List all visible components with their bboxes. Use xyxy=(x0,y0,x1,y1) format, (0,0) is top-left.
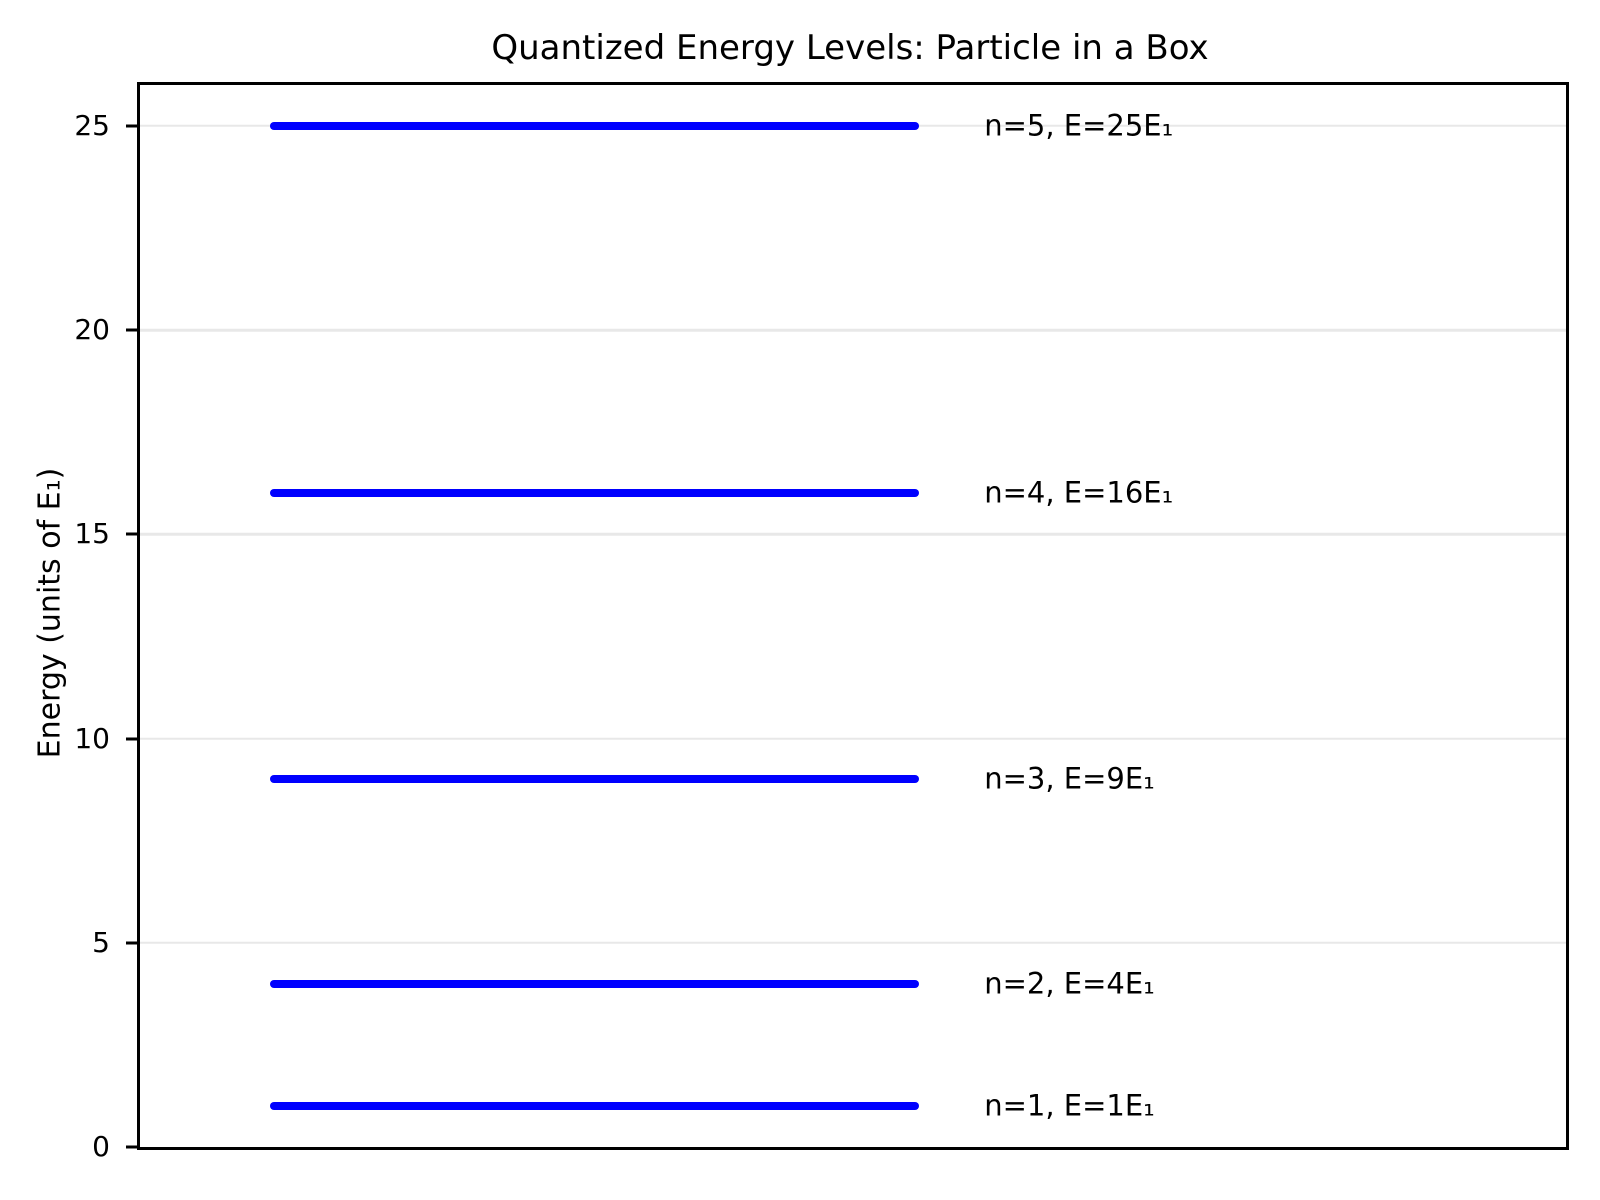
chart-title: Quantized Energy Levels: Particle in a B… xyxy=(491,28,1209,68)
energy-level-line xyxy=(269,979,919,988)
energy-level-line xyxy=(269,121,919,130)
y-tick-mark xyxy=(126,1145,137,1149)
y-axis-label: Energy (units of E₁) xyxy=(32,467,68,759)
energy-level-label: n=1, E=1E₁ xyxy=(984,1088,1155,1123)
y-tick-label: 25 xyxy=(74,108,110,142)
y-tick-mark xyxy=(126,941,137,945)
y-tick-mark xyxy=(126,532,137,536)
energy-level-line xyxy=(269,489,919,498)
energy-level-line xyxy=(269,1102,919,1111)
y-gridline xyxy=(140,737,1566,740)
y-gridline xyxy=(140,941,1566,945)
y-tick-label: 20 xyxy=(74,313,110,347)
energy-level-line xyxy=(269,775,919,784)
y-tick-label: 15 xyxy=(74,517,110,551)
y-tick-mark xyxy=(126,737,137,741)
energy-level-label: n=3, E=9E₁ xyxy=(984,761,1155,796)
energy-level-label: n=5, E=25E₁ xyxy=(984,108,1174,143)
plot-area: 0 5 10 15 20 25 n=1, E=1E₁ n=2, E=4E₁ n=3, E=9E₁… xyxy=(74,82,1569,1161)
y-tick-mark xyxy=(126,124,137,128)
energy-level-label: n=2, E=4E₁ xyxy=(984,966,1155,1001)
y-gridline xyxy=(140,328,1566,332)
energy-level-label: n=4, E=16E₁ xyxy=(984,475,1174,510)
y-gridline xyxy=(140,533,1566,536)
y-tick-label: 0 xyxy=(92,1130,110,1163)
y-tick-label: 10 xyxy=(74,721,110,755)
y-tick-mark xyxy=(126,328,137,332)
y-tick-label: 5 xyxy=(92,925,110,959)
